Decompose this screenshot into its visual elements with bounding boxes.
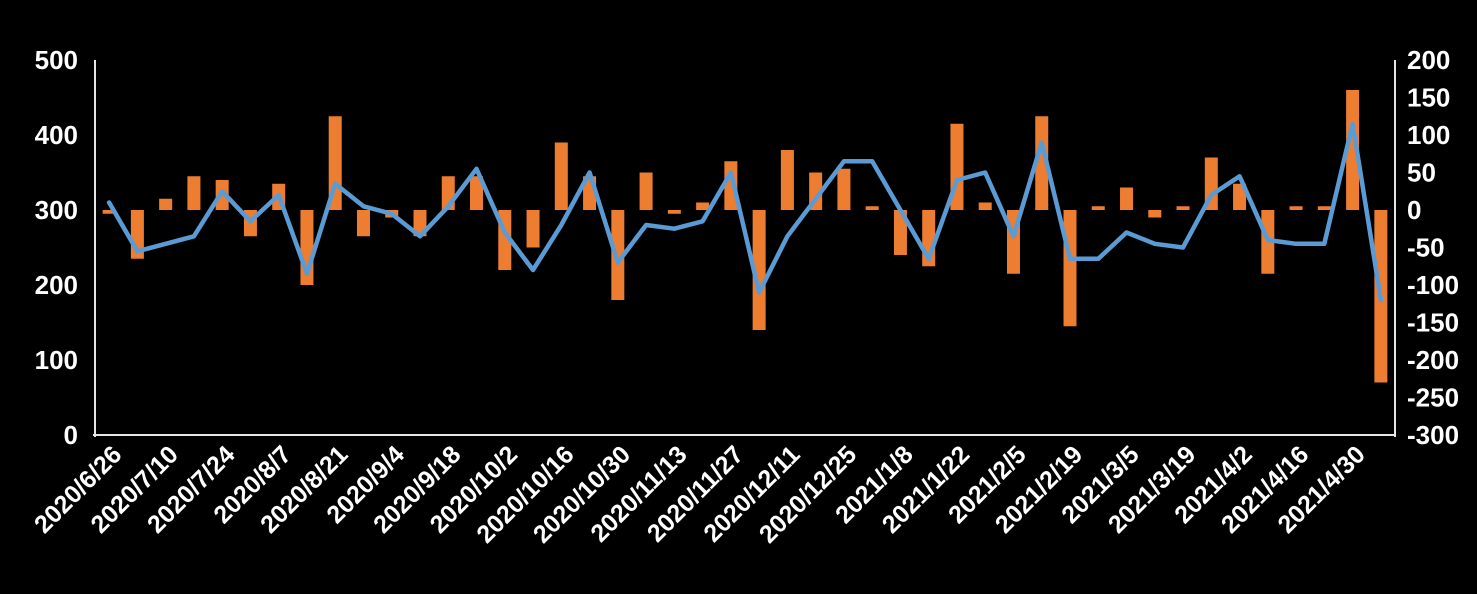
bar-weekly-change-bars <box>159 198 173 210</box>
right-axis-tick-label: -250 <box>1407 383 1459 413</box>
right-axis-tick-label: -50 <box>1407 233 1445 263</box>
left-axis-tick-label: 200 <box>35 270 78 300</box>
left-axis-tick-label: 400 <box>35 120 78 150</box>
bar-weekly-change-bars <box>1317 206 1331 210</box>
right-axis-tick-label: 100 <box>1407 120 1450 150</box>
bar-weekly-change-bars <box>526 210 540 248</box>
left-axis-tick-label: 0 <box>64 420 78 450</box>
bar-weekly-change-bars <box>667 210 681 214</box>
right-axis-tick-label: -200 <box>1407 345 1459 375</box>
bar-weekly-change-bars <box>1063 210 1077 327</box>
bar-weekly-change-bars <box>1346 90 1360 210</box>
bar-weekly-change-bars <box>1233 183 1247 210</box>
bar-weekly-change-bars <box>893 210 907 255</box>
bar-weekly-change-bars <box>752 210 766 330</box>
bar-weekly-change-bars <box>1289 206 1303 210</box>
bar-weekly-change-bars <box>780 150 794 210</box>
bar-weekly-change-bars <box>696 202 710 210</box>
right-axis-tick-label: 150 <box>1407 83 1450 113</box>
left-axis-tick-label: 100 <box>35 345 78 375</box>
bar-weekly-change-bars <box>611 210 625 300</box>
right-axis-tick-label: 200 <box>1407 45 1450 75</box>
right-axis-tick-label: -100 <box>1407 270 1459 300</box>
bar-weekly-change-bars <box>1035 116 1049 210</box>
right-axis-tick-label: -150 <box>1407 308 1459 338</box>
bar-weekly-change-bars <box>1120 187 1134 210</box>
bar-weekly-change-bars <box>470 176 484 210</box>
left-axis-tick-label: 500 <box>35 45 78 75</box>
bar-weekly-change-bars <box>102 210 116 214</box>
series-level-line <box>106 121 1384 303</box>
bar-weekly-change-bars <box>554 142 568 210</box>
bar-weekly-change-bars <box>724 161 738 210</box>
right-axis-tick-label: 50 <box>1407 158 1436 188</box>
bar-weekly-change-bars <box>1176 206 1190 210</box>
bar-weekly-change-bars <box>1148 210 1162 218</box>
bar-weekly-change-bars <box>356 210 370 237</box>
bar-weekly-change-bars <box>1091 206 1105 210</box>
bar-weekly-change-bars <box>187 176 201 210</box>
bar-weekly-change-bars <box>978 202 992 210</box>
left-axis-tick-label: 300 <box>35 195 78 225</box>
bar-weekly-change-bars <box>837 168 851 210</box>
right-axis-tick-label: -300 <box>1407 420 1459 450</box>
right-axis-tick-label: 0 <box>1407 195 1421 225</box>
bar-weekly-change-bars <box>639 172 653 210</box>
bar-weekly-change-bars <box>865 206 879 210</box>
